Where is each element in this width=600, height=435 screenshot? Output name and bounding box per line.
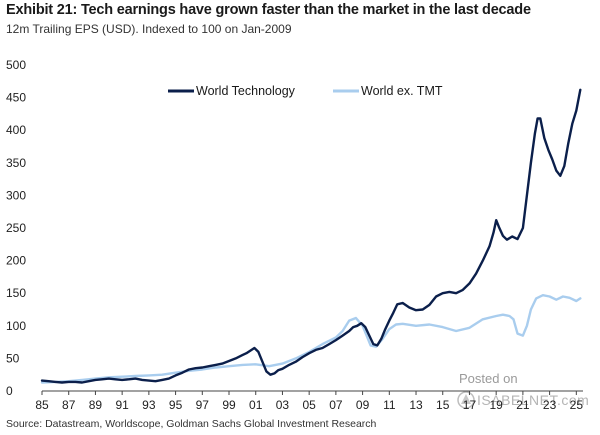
y-tick-label: 250 [6,221,26,235]
chart-subtitle: 12m Trailing EPS (USD). Indexed to 100 o… [6,22,292,36]
x-tick-label: 97 [196,398,210,412]
x-tick-label: 17 [463,398,477,412]
y-tick-label: 100 [6,319,26,333]
x-tick-label: 99 [222,398,236,412]
series-lines [40,88,582,384]
x-tick-label: 11 [383,398,396,412]
x-tick-label: 01 [249,398,263,412]
x-tick-label: 25 [570,398,584,412]
x-tick-label: 87 [62,398,76,412]
x-tick-label: 21 [516,398,530,412]
y-tick-label: 450 [6,91,26,105]
y-tick-label: 400 [6,123,26,137]
x-tick-label: 19 [489,398,503,412]
x-tick-label: 95 [169,398,183,412]
y-tick-label: 50 [6,351,20,365]
x-tick-label: 93 [142,398,156,412]
y-tick-label: 150 [6,286,26,300]
y-tick-label: 300 [6,188,26,202]
legend-world-technology-label: World Technology [196,84,296,98]
x-tick-label: 23 [543,398,557,412]
chart-title: Exhibit 21: Tech earnings have grown fas… [6,2,531,18]
legend-world-ex-tmt-label: World ex. TMT [361,84,443,98]
y-tick-label: 500 [6,58,26,72]
y-tick-label: 200 [6,254,26,268]
x-tick-label: 07 [329,398,343,412]
y-tick-label: 0 [6,384,13,398]
watermark-line1: Posted on [459,371,518,386]
x-tick-label: 91 [115,398,129,412]
x-tick-label: 15 [436,398,450,412]
x-tick-label: 89 [89,398,103,412]
x-tick-label: 13 [409,398,423,412]
watermark: Posted on ISABELNET.com [457,371,589,409]
x-tick-label: 09 [356,398,370,412]
x-tick-label: 85 [35,398,49,412]
source-note: Source: Datastream, Worldscope, Goldman … [6,418,377,430]
x-tick-label: 03 [276,398,290,412]
watermark-line2: ISABELNET.com [477,392,589,408]
x-tick-label: 05 [302,398,316,412]
y-tick-label: 350 [6,156,26,170]
series-line-world-technology [40,88,582,384]
series-line-world-ex-tmt [40,294,582,384]
legend: World Technology World ex. TMT [168,84,443,98]
watermark-logo-icon [457,391,475,409]
